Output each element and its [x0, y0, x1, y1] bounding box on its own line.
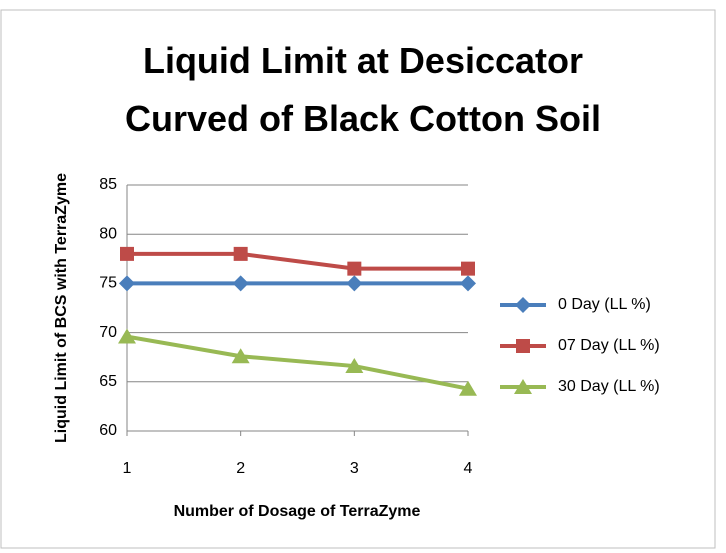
point: [119, 275, 135, 292]
y-tick-label: 80: [99, 225, 117, 242]
chart-border: [0, 9, 716, 549]
point: [459, 380, 477, 396]
legend-marker: [515, 297, 531, 313]
y-tick-label: 75: [99, 275, 117, 292]
legend-marker: [514, 379, 532, 394]
y-axis-label: Liquid Limit of BCS with TerraZyme: [53, 173, 70, 443]
point: [461, 261, 475, 276]
legend-label: 0 Day (LL %): [558, 296, 651, 313]
point: [347, 261, 362, 276]
point: [232, 275, 249, 292]
legend-marker: [516, 339, 530, 353]
point: [231, 348, 250, 364]
x-tick-label: 2: [236, 460, 245, 477]
y-tick-label: 85: [99, 176, 117, 193]
point: [345, 358, 364, 374]
x-tick-label: 1: [123, 460, 132, 477]
y-tick-label: 60: [99, 422, 117, 439]
series-line: [126, 334, 469, 391]
y-tick-label: 65: [99, 373, 117, 390]
point: [120, 246, 134, 261]
series-line: [127, 251, 468, 271]
x-tick-label: 4: [464, 460, 473, 477]
chart-title: Liquid Limit at Desiccator Curved of Bla…: [124, 40, 602, 139]
y-tick-label: 70: [99, 324, 117, 341]
point: [118, 328, 136, 344]
legend-label: 30 Day (LL %): [558, 378, 660, 395]
point: [460, 275, 476, 292]
x-axis-label: Number of Dosage of TerraZyme: [174, 503, 421, 520]
point: [233, 246, 248, 261]
point: [346, 275, 363, 292]
x-tick-label: 3: [350, 460, 359, 477]
legend-label: 07 Day (LL %): [558, 337, 660, 354]
